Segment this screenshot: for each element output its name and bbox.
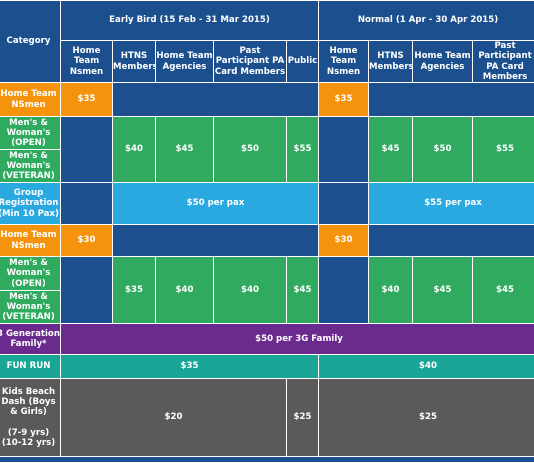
row-home-team-nsmen-label: Home Team NSmen xyxy=(0,225,61,257)
row-open-label: Men's & Woman's (OPEN) xyxy=(0,117,61,150)
empty-cell xyxy=(113,83,319,117)
fee-cell: $40 xyxy=(214,257,287,324)
empty-cell xyxy=(61,117,113,183)
empty-cell xyxy=(319,183,369,225)
row-kids-beach-dash-label: Kids Beach Dash (Boys & Girls) (7-9 yrs)… xyxy=(0,379,61,457)
early-col-home-team-nsmen: Home Team Nsmen xyxy=(61,41,113,83)
normal-col-home-team-agencies: Home Team Agencies xyxy=(413,41,473,83)
empty-cell xyxy=(369,83,534,117)
row-group-registration-label: Group Registration (Min 10 Pax) xyxy=(0,183,61,225)
early-col-htns-members: HTNS Members xyxy=(113,41,156,83)
fee-cell: $35 xyxy=(319,83,369,117)
early-col-public: Public xyxy=(287,41,319,83)
fee-cell: $45 xyxy=(156,117,214,183)
early-col-past-participant: Past Participant PA Card Members xyxy=(214,41,287,83)
fee-cell: $30 xyxy=(319,225,369,257)
empty-cell xyxy=(61,257,113,324)
fee-cell: $50 per 3G Family xyxy=(61,324,534,355)
empty-cell xyxy=(319,257,369,324)
early-bird-header: Early Bird (15 Feb - 31 Mar 2015) xyxy=(61,1,319,41)
fee-cell: $50 xyxy=(413,117,473,183)
empty-cell xyxy=(319,117,369,183)
fee-cell: $35 xyxy=(61,355,319,379)
fee-cell: $35 xyxy=(61,83,113,117)
fee-cell: $25 xyxy=(287,379,319,457)
age-group-7-9: (7-9 yrs) xyxy=(0,428,60,438)
fee-cell: $20 xyxy=(61,379,287,457)
row-fun-run-label: FUN RUN xyxy=(0,355,61,379)
empty-cell xyxy=(369,225,534,257)
fee-cell: $35 xyxy=(113,257,156,324)
fee-cell: $25 xyxy=(319,379,534,457)
normal-col-htns-members: HTNS Members xyxy=(369,41,413,83)
fee-cell: $45 xyxy=(287,257,319,324)
fee-cell: $50 per pax xyxy=(113,183,319,225)
kids-beach-dash-title: Kids Beach Dash (Boys & Girls) xyxy=(0,387,60,417)
age-group-10-12: (10-12 yrs) xyxy=(0,438,60,448)
fee-cell: $45 xyxy=(473,257,534,324)
fee-cell: $45 xyxy=(369,117,413,183)
row-home-team-nsmen-label: Home Team NSmen xyxy=(0,83,61,117)
row-veteran-label: Men's & Woman's (VETERAN) xyxy=(0,291,61,324)
category-header: Category xyxy=(0,1,61,83)
empty-cell xyxy=(113,225,319,257)
normal-col-home-team-nsmen: Home Team Nsmen xyxy=(319,41,369,83)
fee-cell: $55 xyxy=(287,117,319,183)
row-open-label: Men's & Woman's (OPEN) xyxy=(0,257,61,291)
fee-cell: $50 xyxy=(214,117,287,183)
fee-cell: $30 xyxy=(61,225,113,257)
row-veteran-label: Men's & Woman's (VETERAN) xyxy=(0,150,61,183)
fee-cell: $40 xyxy=(113,117,156,183)
fee-cell: $55 per pax xyxy=(369,183,534,225)
early-col-home-team-agencies: Home Team Agencies xyxy=(156,41,214,83)
fee-cell: $40 xyxy=(319,355,534,379)
normal-period-header: Normal (1 Apr - 30 Apr 2015) xyxy=(319,1,534,41)
empty-cell xyxy=(61,183,113,225)
row-3-generation-family-label: 3 Generation Family* xyxy=(0,324,61,355)
normal-col-past-participant: Past Participant PA Card Members xyxy=(473,41,534,83)
fee-cell: $55 xyxy=(473,117,534,183)
fee-cell: $45 xyxy=(413,257,473,324)
fee-cell: $40 xyxy=(369,257,413,324)
fee-cell: $40 xyxy=(156,257,214,324)
